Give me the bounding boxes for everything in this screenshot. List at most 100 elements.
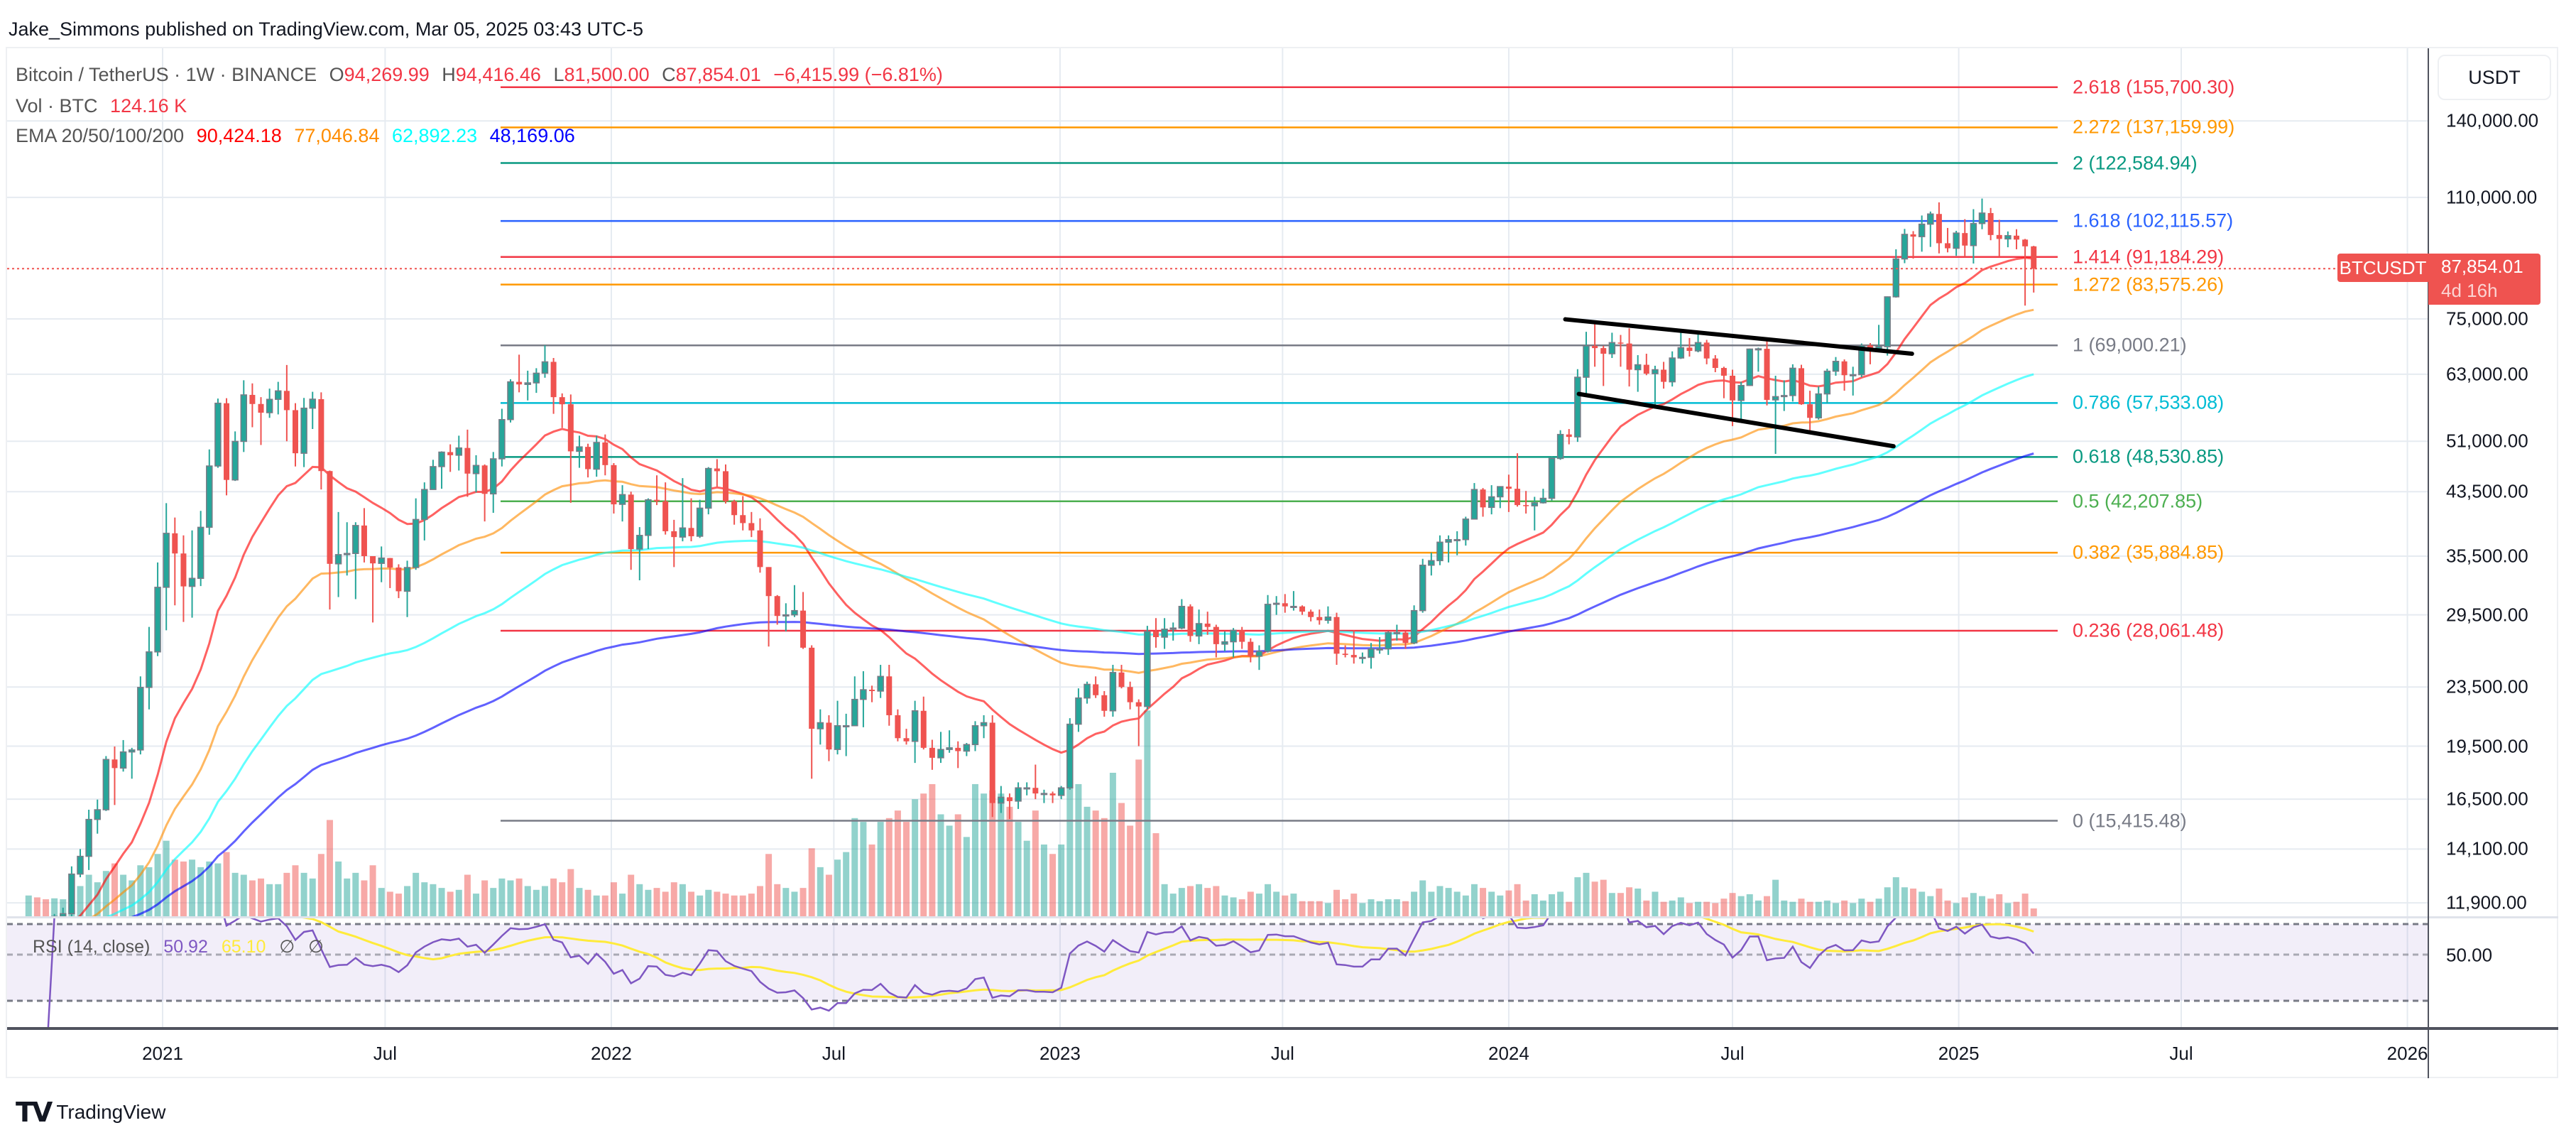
currency-button[interactable]: USDT [2438, 55, 2551, 100]
volume-bar [1695, 901, 1702, 916]
candle-body [137, 687, 144, 751]
candle-body [1066, 723, 1074, 788]
volume-bar [507, 880, 514, 916]
candle-body [387, 558, 393, 568]
low-value: 81,500.00 [564, 64, 650, 85]
volume-bar [756, 886, 763, 916]
candle-body [119, 751, 127, 769]
volume-bar [1987, 899, 1994, 916]
volume-bar [679, 884, 686, 916]
candle-body [224, 403, 230, 480]
volume-bar [1480, 888, 1487, 916]
candle-body [1712, 358, 1718, 369]
volume-bar [137, 865, 144, 916]
candle-body [395, 568, 402, 592]
volume-bar [283, 872, 290, 916]
volume-bar [386, 891, 393, 916]
volume-bar [404, 886, 411, 916]
candle-body [1178, 605, 1186, 629]
ema50-line [91, 308, 2034, 916]
candle-body [1255, 651, 1263, 657]
candle-body [1195, 623, 1203, 637]
ema-legend[interactable]: EMA 20/50/100/200 90,424.18 77,046.84 62… [16, 125, 582, 147]
candle-body [1127, 687, 1133, 702]
candle-body [447, 452, 454, 455]
time-axis-label: 2023 [1039, 1043, 1081, 1064]
candle-body [1023, 787, 1030, 790]
candle-body [197, 526, 204, 580]
candle-body [834, 724, 841, 750]
candle-body [963, 744, 971, 752]
candle-body [1118, 672, 1125, 688]
volume-bar [1282, 895, 1289, 916]
volume-legend[interactable]: Vol · BTC 124.16 K [16, 95, 194, 117]
volume-bar [920, 793, 927, 916]
candle-body [1617, 342, 1624, 344]
candle-body [403, 567, 411, 592]
volume-bar [697, 895, 704, 916]
candle-body [1049, 793, 1056, 796]
volume-bar [1299, 901, 1306, 916]
price-axis-label: 43,500.00 [2446, 480, 2528, 502]
volume-bar [1049, 854, 1057, 916]
candle-body [266, 398, 273, 413]
volume-bar [601, 895, 608, 916]
ema-lines [77, 256, 2034, 916]
candle-body [886, 676, 893, 715]
candle-body [1006, 797, 1013, 801]
volume-bar [1875, 899, 1882, 916]
candle-body [370, 555, 376, 564]
fib-level-label: 1.272 (83,575.26) [2073, 273, 2225, 295]
volume-bar [326, 820, 333, 916]
volume-bar [567, 869, 574, 916]
candle-body [903, 738, 910, 742]
rsi-legend[interactable]: RSI (14, close) 50.92 65.10 ∅ ∅ [33, 936, 332, 957]
volume-bar [473, 894, 480, 916]
symbol-legend[interactable]: Bitcoin / TetherUS · 1W · BINANCE O94,26… [16, 64, 950, 86]
volume-bar [1970, 893, 1977, 916]
fib-level-label: 1.618 (102,115.57) [2073, 210, 2234, 232]
candle-body [671, 531, 677, 538]
candle-body [206, 465, 213, 528]
volume-bar [464, 874, 471, 916]
price-axis-label: 35,500.00 [2446, 545, 2528, 567]
rsi-pane [7, 923, 2428, 1002]
candle-body [593, 442, 600, 470]
volume-bar [1608, 893, 1615, 916]
volume-bar [2030, 908, 2037, 916]
candle-body [851, 698, 858, 727]
volume-bar [765, 854, 773, 916]
candlestick-series [50, 198, 2037, 916]
volume-bar [1531, 894, 1538, 916]
volume-bar [1359, 903, 1366, 916]
candle-body [774, 596, 780, 617]
candle-body [722, 471, 728, 501]
volume-bar [929, 783, 936, 916]
tradingview-logo[interactable]: TV TradingView [16, 1097, 165, 1128]
volume-bar [1470, 884, 1478, 916]
volume-bar [1944, 900, 1951, 916]
volume-bar [231, 872, 239, 916]
symbol-price-tag: BTCUSDT [2337, 254, 2428, 282]
candle-body [809, 647, 815, 729]
last-price-tag: 87,854.01 4d 16h [2428, 254, 2540, 305]
rsi-na-value: ∅ [308, 937, 324, 957]
candle-body [1583, 345, 1590, 378]
candle-body [507, 381, 514, 420]
volume-bar [1729, 893, 1736, 916]
candle-body [240, 394, 248, 443]
fib-level-label: 0 (15,415.48) [2073, 810, 2187, 832]
volume-label: Vol · BTC [16, 95, 98, 116]
volume-bar [1186, 886, 1194, 916]
volume-bar [1539, 900, 1546, 916]
candle-body [1272, 602, 1280, 605]
candle-body [645, 499, 652, 536]
trendline-drawings[interactable] [1563, 317, 1914, 449]
volume-bar [1686, 903, 1693, 916]
candle-body [1592, 345, 1598, 349]
tradingview-logo-icon: TV [16, 1097, 53, 1128]
volume-bar [111, 863, 118, 916]
price-axis-label: 19,500.00 [2446, 735, 2528, 757]
volume-bar [808, 848, 815, 916]
